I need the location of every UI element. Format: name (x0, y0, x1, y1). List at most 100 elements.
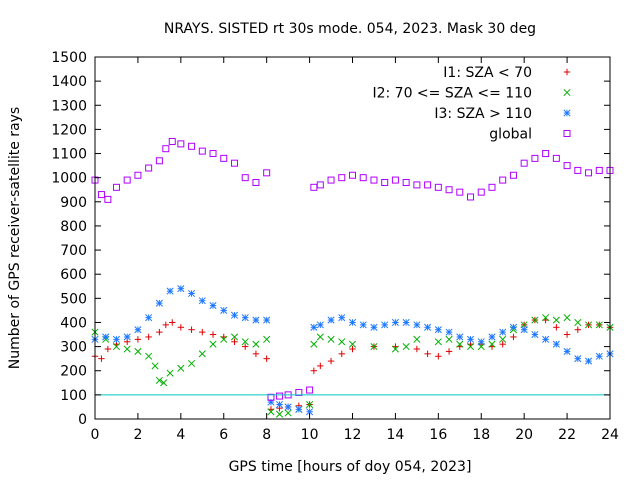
legend-label: I1: SZA < 70 (443, 65, 532, 81)
data-point (306, 408, 314, 416)
data-point (445, 348, 453, 355)
y-tick-label: 1300 (51, 98, 87, 114)
legend-marker (563, 130, 571, 137)
data-point (434, 326, 442, 334)
y-tick-label: 100 (60, 388, 87, 404)
data-point (306, 386, 314, 394)
data-point (402, 318, 410, 327)
data-point (275, 400, 284, 409)
data-point (267, 408, 275, 416)
data-point (295, 388, 303, 396)
data-point (359, 174, 367, 182)
x-tick-label: 18 (472, 427, 490, 443)
y-tick-label: 0 (78, 412, 87, 428)
data-point (177, 285, 185, 293)
legend-label: global (489, 127, 532, 143)
data-point (123, 333, 131, 341)
data-point (552, 316, 560, 324)
data-point (510, 333, 517, 341)
data-point (327, 316, 335, 324)
legend-entry: I2: 70 <= SZA <= 110 (372, 86, 571, 102)
data-point (348, 318, 357, 327)
data-point (595, 321, 603, 329)
data-point (574, 166, 582, 174)
data-point (445, 335, 453, 343)
data-point (434, 183, 442, 191)
data-point (585, 169, 593, 177)
data-point (177, 140, 185, 148)
data-point (263, 316, 271, 324)
data-point (349, 345, 356, 353)
data-point (145, 352, 153, 360)
data-point (220, 306, 228, 314)
data-point (263, 169, 271, 177)
data-point (230, 311, 239, 319)
data-point (456, 188, 464, 196)
data-point (424, 323, 432, 331)
data-point (112, 343, 121, 351)
data-point (162, 321, 170, 329)
data-point (267, 393, 275, 401)
series-0 (91, 316, 614, 413)
y-tick-label: 700 (60, 243, 87, 259)
y-tick-label: 1500 (51, 50, 87, 66)
y-tick-label: 200 (60, 364, 87, 380)
plot-frame (94, 56, 611, 420)
data-point (209, 331, 217, 338)
data-point (477, 188, 485, 196)
data-point (198, 350, 206, 358)
data-point (209, 150, 217, 158)
data-point (499, 340, 506, 348)
y-tick-label: 300 (60, 340, 87, 356)
data-point (595, 166, 603, 174)
x-tick-label: 20 (515, 427, 533, 443)
data-point (199, 328, 206, 336)
data-point (542, 314, 550, 322)
series-2 (91, 285, 614, 416)
data-point (552, 154, 560, 162)
data-point (434, 338, 442, 346)
data-point (531, 316, 539, 324)
data-point (467, 193, 475, 201)
data-point (531, 154, 539, 162)
data-point (241, 174, 249, 182)
data-point (338, 174, 346, 182)
data-point (134, 326, 142, 334)
y-tick-label: 1000 (51, 171, 87, 187)
data-point (252, 178, 260, 186)
legend-marker (563, 109, 571, 117)
data-point (112, 335, 121, 343)
data-point (134, 171, 142, 179)
data-point (231, 338, 238, 345)
data-point (413, 181, 421, 189)
y-tick-label: 400 (60, 315, 87, 331)
data-point (370, 343, 378, 351)
data-point (134, 336, 142, 343)
legend-label: I2: 70 <= SZA <= 110 (372, 86, 532, 102)
data-point (241, 338, 249, 346)
data-point (391, 176, 399, 184)
data-point (177, 324, 185, 331)
data-point (327, 357, 335, 365)
legend-entry: I3: SZA > 110 (434, 106, 571, 122)
data-point (316, 321, 324, 329)
data-point (177, 364, 185, 372)
y-tick-label: 900 (60, 195, 87, 211)
chart-title: NRAYS. SISTED rt 30s mode. 054, 2023. Ma… (164, 21, 536, 37)
data-point (520, 159, 528, 167)
data-point (552, 340, 560, 348)
y-tick-label: 800 (60, 219, 87, 235)
data-point (284, 403, 292, 411)
data-point (456, 340, 464, 348)
data-point (477, 338, 485, 346)
data-point (424, 350, 431, 358)
data-point (145, 314, 153, 322)
data-point (209, 340, 217, 348)
data-point (162, 145, 170, 153)
data-point (574, 355, 582, 363)
data-point (252, 340, 260, 348)
data-point (155, 157, 163, 165)
data-point (531, 330, 539, 339)
x-tick-label: 6 (219, 427, 228, 443)
